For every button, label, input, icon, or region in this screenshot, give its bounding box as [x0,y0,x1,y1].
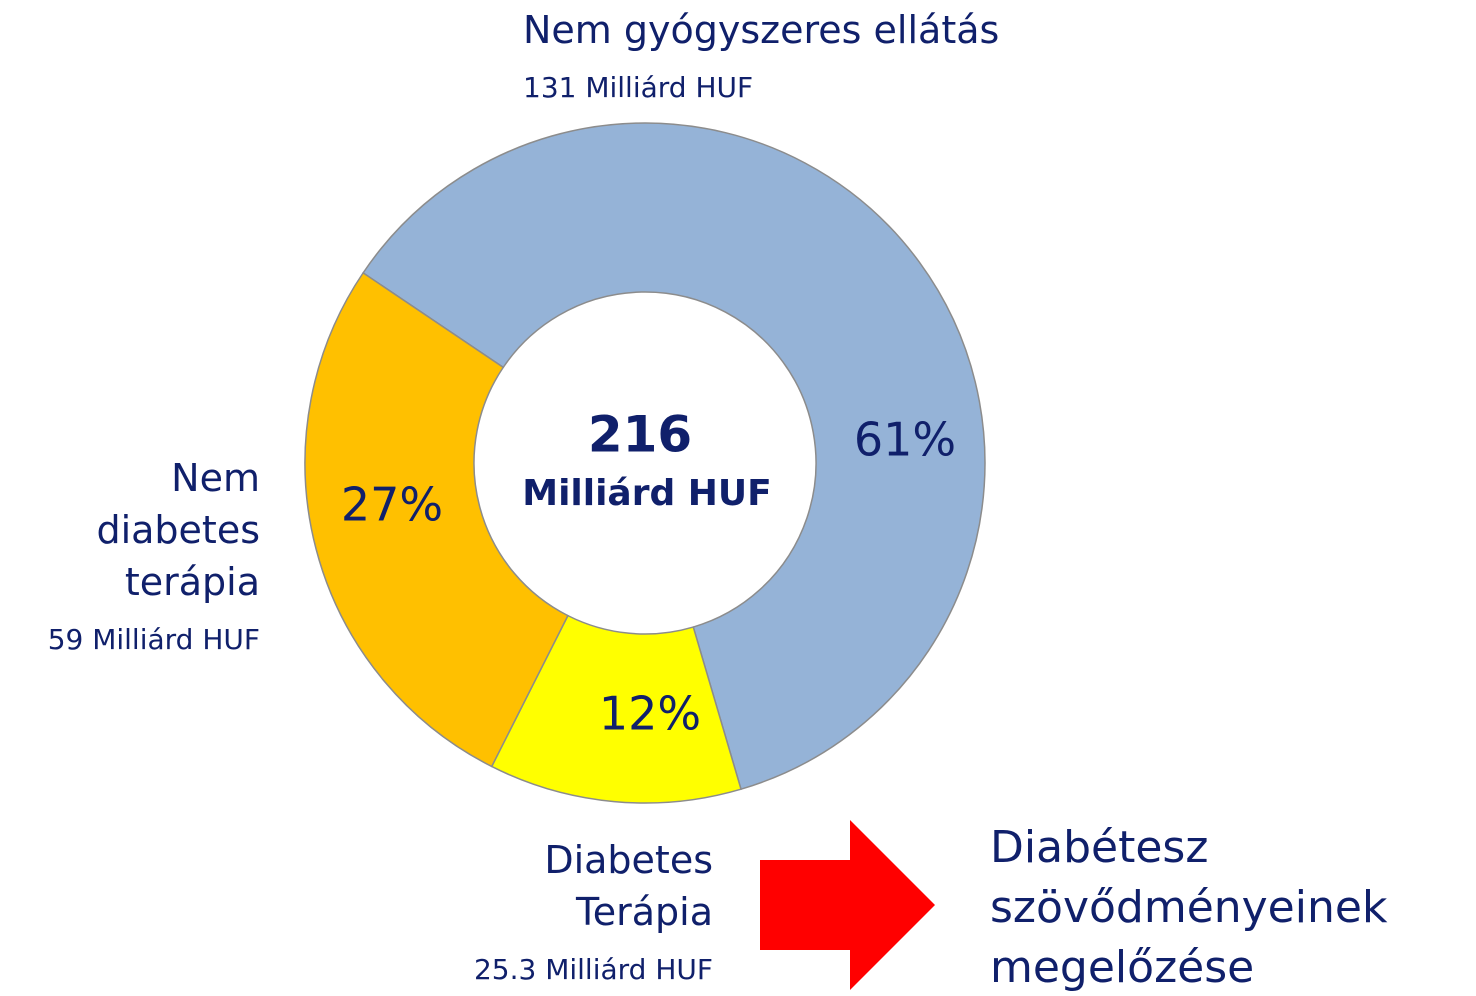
value-label: 61% [854,413,956,467]
amount-label: 25.3 Milliárd HUF [473,953,713,986]
center-value: 216 [588,406,692,464]
amount-label: 59 Milliárd HUF [47,623,260,656]
donut-slice [304,271,569,768]
value-label: 27% [341,478,443,532]
value-label: 12% [599,687,701,741]
donut-slice [490,614,742,804]
donut-slice [362,122,986,791]
center-unit: Milliárd HUF [522,473,772,514]
category-label: Nem gyógyszeres ellátás [523,8,1000,52]
arrow [760,820,935,990]
category-label: Nem diabetes terápia [96,456,260,604]
annotation: Diabétesz szövődményeinek megelőzése [990,822,1388,993]
amount-label: 131 Milliárd HUF [523,71,754,104]
category-label: Diabetes Terápia [544,838,713,934]
